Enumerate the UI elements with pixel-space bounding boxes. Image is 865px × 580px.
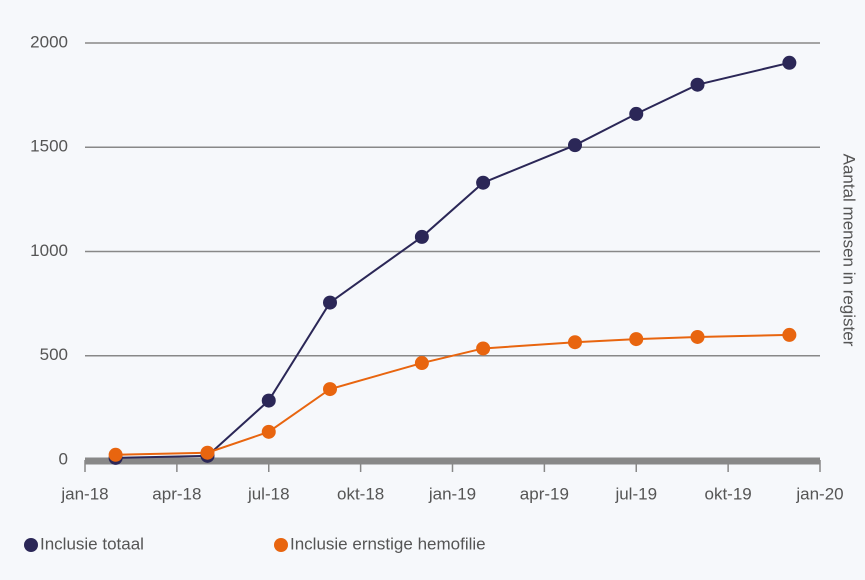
- x-tick-label: jan-18: [60, 484, 108, 503]
- legend-label: Inclusie totaal: [40, 534, 144, 553]
- x-tick-label: apr-19: [520, 484, 569, 503]
- x-tick-label: okt-19: [705, 484, 752, 503]
- data-point: [782, 327, 797, 342]
- data-point: [690, 77, 705, 92]
- data-point: [629, 332, 644, 347]
- data-point: [690, 329, 705, 344]
- series-line: [115, 61, 790, 459]
- data-point: [261, 393, 276, 408]
- x-tick-label: apr-18: [152, 484, 201, 503]
- x-tick-label: jan-19: [428, 484, 476, 503]
- data-point: [568, 138, 582, 153]
- y-tick-label: 0: [59, 449, 68, 468]
- x-tick-label: jan-20: [795, 484, 843, 503]
- data-point: [414, 356, 429, 371]
- data-point: [476, 341, 491, 356]
- x-tick-label: okt-18: [337, 484, 384, 503]
- y-tick-label: 1500: [30, 137, 68, 156]
- data-point: [568, 335, 582, 350]
- data-point: [323, 295, 337, 310]
- x-tick-label: jul-19: [614, 484, 657, 503]
- data-point: [108, 447, 123, 462]
- series-line: [115, 333, 790, 456]
- y-tick-label: 2000: [30, 32, 68, 51]
- data-point: [629, 106, 644, 121]
- data-point: [476, 175, 491, 190]
- y-tick-label: 1000: [30, 241, 68, 260]
- legend-label: Inclusie ernstige hemofilie: [290, 534, 486, 553]
- legend-marker: [274, 538, 288, 552]
- data-point: [261, 424, 276, 439]
- legend-marker: [24, 538, 38, 552]
- y-tick-label: 500: [40, 345, 68, 364]
- data-point: [200, 445, 215, 460]
- y-axis-label: Aantal mensen in register: [840, 154, 859, 347]
- data-point: [323, 382, 337, 397]
- data-point: [414, 229, 429, 244]
- x-tick-label: jul-18: [247, 484, 290, 503]
- data-point: [782, 55, 797, 70]
